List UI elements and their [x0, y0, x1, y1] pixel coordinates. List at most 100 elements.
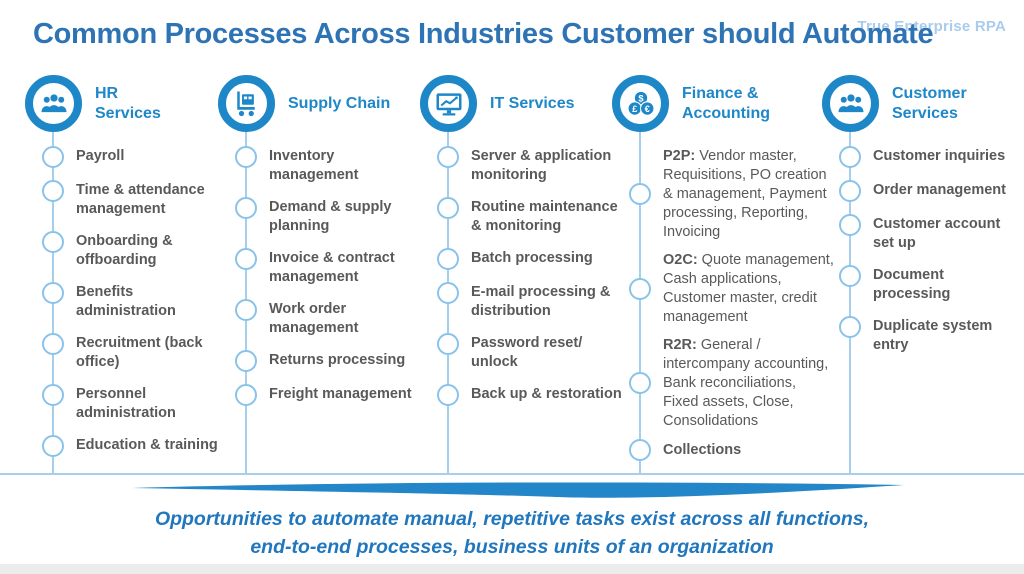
list-item: Onboarding & offboarding	[25, 231, 225, 270]
item-label: Time & attendance management	[76, 182, 205, 217]
list-item: Time & attendance management	[25, 180, 225, 219]
list-item: Customer inquiries	[822, 146, 1020, 168]
swoosh-brace-shape	[132, 482, 904, 498]
timeline-node-icon	[437, 146, 459, 168]
item-label: Collections	[663, 442, 742, 458]
column-header: Customer Services	[822, 75, 1020, 132]
item-label: Education & training	[76, 437, 218, 453]
watermark-text: True Enterprise RPA	[857, 18, 1006, 35]
item-label: Back up & restoration	[471, 386, 622, 402]
footer-caption: Opportunities to automate manual, repeti…	[0, 505, 1024, 561]
list-item: Password reset/ unlock	[420, 333, 628, 372]
timeline-node-icon	[42, 146, 64, 168]
monitor-chart-icon	[420, 75, 477, 132]
item-label: E-mail processing & distribution	[471, 284, 611, 319]
item-label: P2P: Vendor master, Requisitions, PO cre…	[663, 148, 827, 240]
item-label: Recruitment (back office)	[76, 335, 203, 370]
item-label: Customer inquiries	[873, 148, 1006, 164]
footer-line-2: end-to-end processes, business units of …	[250, 536, 774, 558]
column-it-services: IT Services Server & application monitori…	[420, 75, 628, 474]
list-item: Benefits administration	[25, 282, 225, 321]
list-item: Payroll	[25, 146, 225, 168]
item-label: Batch processing	[471, 250, 593, 266]
timeline-node-icon	[235, 299, 257, 321]
item-label: Onboarding & offboarding	[76, 233, 173, 268]
timeline-node-icon	[235, 146, 257, 168]
column-timeline: Inventory management Demand & supply plan…	[218, 129, 420, 474]
item-label: Server & application monitoring	[471, 148, 612, 183]
item-label: Inventory management	[269, 148, 359, 183]
item-label: R2R: General / intercompany accounting, …	[663, 337, 829, 429]
timeline-node-icon	[235, 248, 257, 270]
column-header: IT Services	[420, 75, 628, 132]
list-item: Recruitment (back office)	[25, 333, 225, 372]
column-header: $ £ € Finance & Accounting	[612, 75, 834, 132]
list-item: Order management	[822, 180, 1020, 202]
timeline-node-icon	[437, 197, 459, 219]
timeline-node-icon	[839, 146, 861, 168]
column-timeline: Customer inquiries Order management Custom…	[822, 129, 1020, 474]
column-title: HR Services	[95, 84, 161, 122]
column-finance-accounting: $ £ € Finance & Accounting P2P: Vendor maste…	[612, 75, 834, 474]
list-item: R2R: General / intercompany accounting, …	[612, 336, 834, 431]
timeline-node-icon	[629, 439, 651, 461]
list-item: Personnel administration	[25, 384, 225, 423]
timeline-node-icon	[437, 333, 459, 355]
column-header: HR Services	[25, 75, 225, 132]
timeline-node-icon	[437, 384, 459, 406]
column-hr-services: HR Services Payroll Time & attendance mana…	[25, 75, 225, 474]
timeline-node-icon	[42, 180, 64, 202]
svg-text:$: $	[638, 93, 644, 103]
list-item: Returns processing	[218, 350, 420, 372]
coins-icon: $ £ €	[612, 75, 669, 132]
list-item: O2C: Quote management, Cash applications…	[612, 251, 834, 327]
footer-line-1: Opportunities to automate manual, repeti…	[154, 508, 870, 530]
list-item: Document processing	[822, 265, 1020, 304]
hand-truck-icon	[218, 75, 275, 132]
list-item: Work order management	[218, 299, 420, 338]
list-item: P2P: Vendor master, Requisitions, PO cre…	[612, 147, 834, 242]
column-timeline: P2P: Vendor master, Requisitions, PO cre…	[612, 129, 834, 474]
timeline-node-icon	[42, 333, 64, 355]
column-supply-chain: Supply Chain Inventory management Demand &…	[218, 75, 420, 474]
item-label: Personnel administration	[76, 386, 176, 421]
column-title: Customer Services	[892, 84, 967, 122]
timeline-node-icon	[839, 180, 861, 202]
item-label: Returns processing	[269, 352, 406, 368]
column-header: Supply Chain	[218, 75, 420, 132]
column-timeline: Server & application monitoring Routine m…	[420, 129, 628, 474]
page-title: Common Processes Across Industries Custo…	[33, 18, 934, 50]
people-group-icon	[25, 75, 82, 132]
item-label: Password reset/ unlock	[471, 335, 583, 370]
svg-text:£: £	[632, 103, 638, 113]
list-item: Back up & restoration	[420, 384, 628, 406]
timeline-node-icon	[629, 183, 651, 205]
timeline-node-icon	[235, 197, 257, 219]
timeline-line	[639, 129, 641, 474]
timeline-node-icon	[437, 248, 459, 270]
list-item: Routine maintenance & monitoring	[420, 197, 628, 236]
column-customer-services: Customer Services Customer inquiries Order…	[822, 75, 1020, 474]
list-item: Demand & supply planning	[218, 197, 420, 236]
list-item: Customer account set up	[822, 214, 1020, 253]
column-timeline: Payroll Time & attendance management Onboa…	[25, 129, 225, 474]
bottom-strip	[0, 564, 1024, 574]
timeline-node-icon	[42, 282, 64, 304]
column-title: Finance & Accounting	[682, 84, 770, 122]
process-columns: HR Services Payroll Time & attendance mana…	[0, 75, 1024, 474]
list-item: Server & application monitoring	[420, 146, 628, 185]
timeline-node-icon	[629, 372, 651, 394]
timeline-node-icon	[629, 277, 651, 300]
list-item: Inventory management	[218, 146, 420, 185]
item-label: Order management	[873, 182, 1006, 198]
timeline-node-icon	[235, 384, 257, 406]
list-item: Collections	[612, 439, 834, 461]
list-item: Invoice & contract management	[218, 248, 420, 287]
item-label: Demand & supply planning	[269, 199, 392, 234]
timeline-node-icon	[839, 316, 861, 338]
svg-text:€: €	[644, 103, 650, 113]
baseline-divider	[0, 473, 1024, 475]
item-label: Routine maintenance & monitoring	[471, 199, 618, 234]
timeline-node-icon	[839, 265, 861, 287]
